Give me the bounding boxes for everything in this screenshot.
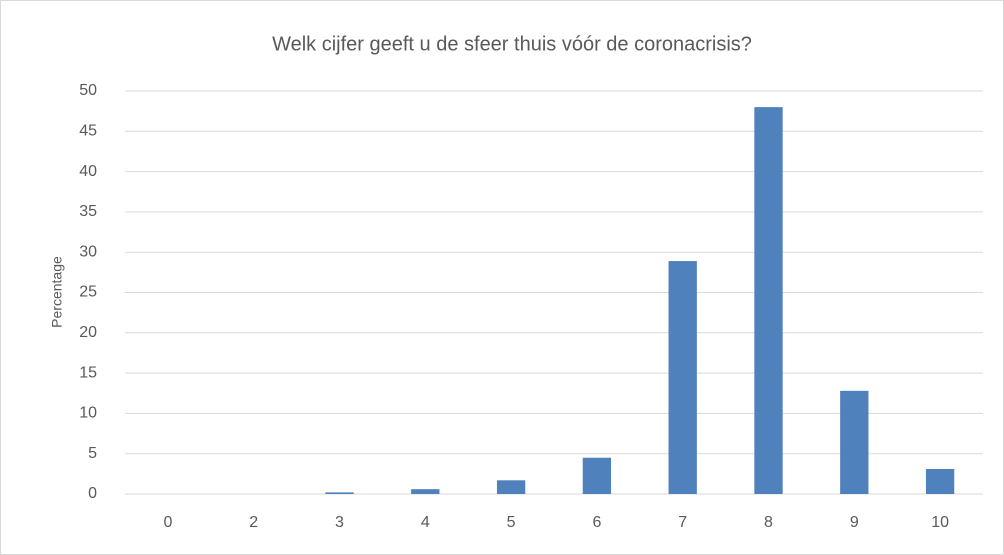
x-tick-label: 6 [592,514,601,531]
y-tick-label: 50 [79,82,97,99]
bar [411,489,440,494]
chart-title: Welk cijfer geeft u de sfeer thuis vóór … [272,33,752,55]
y-tick-label: 45 [79,123,97,140]
x-tick-label: 10 [931,514,949,531]
x-tick-label: 8 [764,514,773,531]
x-tick-label: 0 [163,514,172,531]
x-tick-label: 9 [850,514,859,531]
x-tick-label: 3 [335,514,344,531]
y-tick-label: 30 [79,243,97,260]
y-tick-label: 5 [88,445,97,462]
y-tick-label: 20 [79,324,97,341]
bar [668,261,697,494]
y-tick-label: 15 [79,364,97,381]
bar [840,390,869,494]
x-tick-label: 4 [421,514,430,531]
bar [754,107,783,495]
x-tick-label: 2 [249,514,258,531]
y-tick-label: 35 [79,203,97,220]
y-tick-label: 0 [88,485,97,502]
x-tick-label: 7 [678,514,687,531]
bar [925,469,955,494]
y-tick-label: 10 [79,405,97,422]
bar [325,492,354,494]
x-tick-label: 5 [507,514,516,531]
y-tick-label: 25 [79,284,97,301]
y-tick-label: 40 [79,163,97,180]
bar [496,480,526,494]
bar [582,457,612,494]
y-axis-label: Percentage [49,256,65,328]
